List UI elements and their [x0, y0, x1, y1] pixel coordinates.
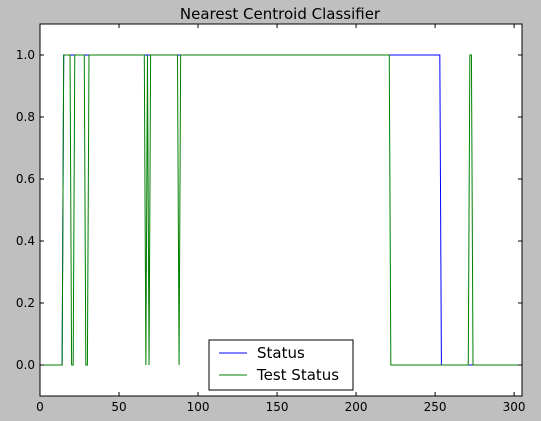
chart-title: Nearest Centroid Classifier	[180, 5, 381, 23]
tick-layer: 0 50 100 150 200 250 300 0.0 0.2 0.4 0.6 0.8 1.0	[16, 24, 526, 414]
legend-label-1: Status	[257, 344, 305, 362]
legend-box	[208, 339, 354, 391]
y-tick-label: 1.0	[16, 48, 35, 62]
series-layer	[40, 54, 522, 366]
x-tick-label: 0	[36, 400, 44, 414]
x-tick-label: 100	[187, 400, 210, 414]
legend-label-2: Test Status	[256, 366, 339, 384]
x-tick-label: 50	[111, 400, 126, 414]
x-tick-label: 150	[266, 400, 289, 414]
series-line-2	[40, 54, 522, 366]
y-tick-label: 0.2	[16, 296, 35, 310]
x-tick-label: 200	[345, 400, 368, 414]
x-tick-label: 250	[424, 400, 447, 414]
legend: Status Test Status	[208, 339, 354, 391]
plot-frame	[39, 23, 523, 397]
y-tick-label: 0.6	[16, 172, 35, 186]
x-tick-label: 300	[503, 400, 526, 414]
y-tick-label: 0.4	[16, 234, 35, 248]
y-tick-label: 0.0	[16, 358, 35, 372]
y-tick-label: 0.8	[16, 110, 35, 124]
